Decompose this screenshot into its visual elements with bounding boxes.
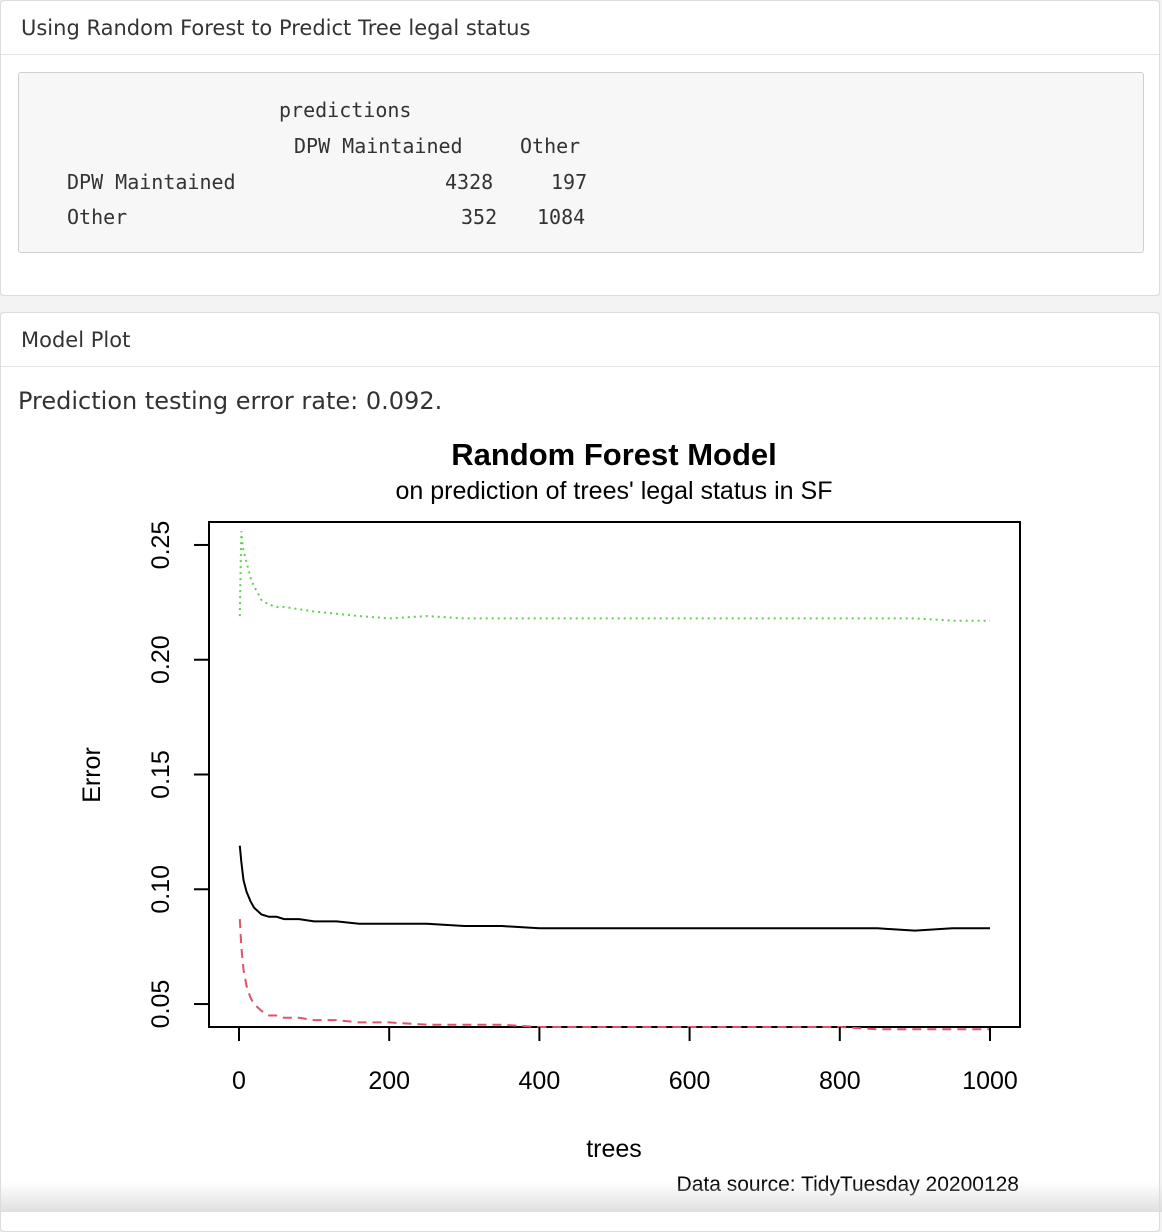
panel-title-model-plot: Model Plot bbox=[1, 313, 1159, 367]
x-tick-label: 1000 bbox=[962, 1067, 1018, 1095]
predictions-header: predictions bbox=[279, 98, 412, 122]
x-tick-label: 600 bbox=[669, 1067, 711, 1095]
y-tick-label: 0.25 bbox=[147, 521, 175, 570]
row-label-other: Other bbox=[67, 205, 128, 229]
cell-other-other: 1084 bbox=[537, 205, 586, 229]
chart-subtitle: on prediction of trees' legal status in … bbox=[396, 477, 833, 505]
x-axis-label: trees bbox=[586, 1135, 642, 1163]
bottom-fade bbox=[0, 1182, 1162, 1212]
y-tick-label: 0.15 bbox=[147, 750, 175, 799]
chart-title: Random Forest Model bbox=[451, 437, 777, 472]
y-tick-label: 0.20 bbox=[147, 635, 175, 684]
error-series-line-2 bbox=[238, 919, 990, 1031]
error-rate-text: Prediction testing error rate: 0.092. bbox=[18, 387, 443, 415]
cell-other-dpw: 352 bbox=[461, 205, 498, 229]
confusion-matrix-output: predictions DPW Maintained Other DPW Mai… bbox=[18, 72, 1144, 253]
x-tick-label: 400 bbox=[519, 1067, 561, 1095]
panel-title: Using Random Forest to Predict Tree lega… bbox=[1, 1, 1159, 55]
x-tick-label: 200 bbox=[368, 1067, 410, 1095]
plot-frame bbox=[208, 521, 1021, 1028]
column-header-other: Other bbox=[520, 134, 581, 158]
x-tick-label: 800 bbox=[819, 1067, 861, 1095]
confusion-matrix-panel: Using Random Forest to Predict Tree lega… bbox=[0, 0, 1160, 296]
cell-dpw-dpw: 4328 bbox=[445, 170, 494, 194]
model-plot-panel: Model Plot Prediction testing error rate… bbox=[0, 312, 1160, 1232]
row-label-dpw: DPW Maintained bbox=[67, 170, 236, 194]
y-axis-label: Error bbox=[78, 747, 106, 803]
y-tick-label: 0.10 bbox=[147, 865, 175, 914]
column-header-dpw: DPW Maintained bbox=[294, 134, 463, 158]
x-tick-label: 0 bbox=[232, 1067, 246, 1095]
cell-dpw-other: 197 bbox=[551, 170, 588, 194]
error-series-line-1 bbox=[238, 845, 990, 932]
random-forest-error-plot: Random Forest Model on prediction of tre… bbox=[78, 437, 1021, 1196]
error-series-line-3 bbox=[238, 531, 990, 622]
y-tick-label: 0.05 bbox=[147, 980, 175, 1029]
